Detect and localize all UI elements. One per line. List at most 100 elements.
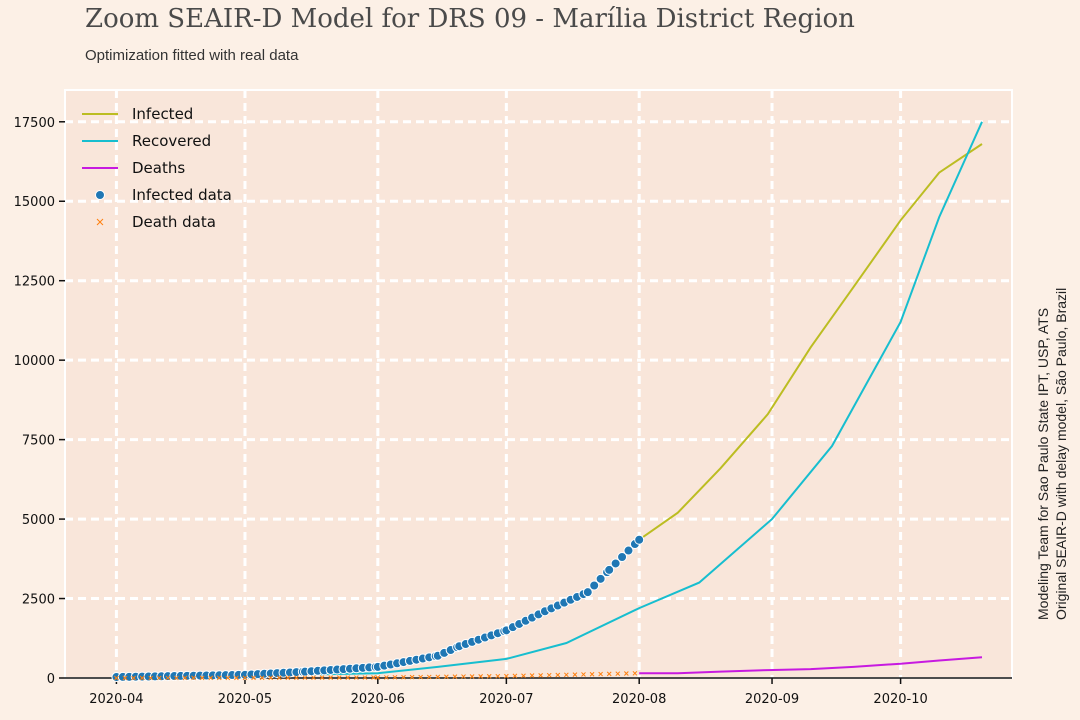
legend-label: Infected data	[132, 186, 232, 204]
death-data-point	[354, 675, 359, 680]
y-tick-label: 7500	[22, 434, 55, 449]
infected-data-point	[595, 573, 606, 584]
death-data-point	[529, 673, 535, 678]
death-data-point	[546, 672, 552, 678]
grid	[65, 90, 1012, 678]
death-data-point	[371, 675, 376, 680]
death-data-legend-marker	[96, 218, 104, 226]
legend-label: Recovered	[132, 132, 211, 150]
death-data-point	[242, 675, 248, 681]
death-data-point	[538, 673, 543, 678]
death-data-point	[435, 674, 441, 680]
death-data-point	[139, 675, 145, 681]
infected-data-point	[634, 534, 645, 545]
death-data-point	[623, 671, 629, 676]
death-data-point	[336, 675, 342, 680]
death-data-point	[208, 675, 214, 681]
infected-data-point	[623, 545, 634, 556]
death-data-point	[259, 675, 265, 681]
death-data-point	[268, 675, 274, 681]
legend-label: Death data	[132, 213, 216, 231]
death-data-point	[632, 670, 638, 676]
death-data-point	[216, 675, 222, 681]
infected-line	[638, 143, 983, 541]
death-data-point	[302, 675, 308, 681]
death-data-point	[418, 674, 424, 680]
x-tick-label: 2020-08	[612, 692, 666, 707]
death-data-point	[114, 675, 119, 681]
death-data-point	[572, 672, 578, 677]
death-data-point	[345, 675, 351, 680]
x-tick-label: 2020-07	[479, 692, 533, 707]
death-data-point	[452, 674, 458, 680]
x-tick-label: 2020-09	[745, 692, 799, 707]
death-data-point	[392, 674, 398, 680]
death-data-point	[409, 674, 415, 680]
death-data-point	[122, 675, 128, 681]
death-data-point	[521, 673, 526, 679]
legend: Infected Recovered Deaths Infected data Deat…	[82, 105, 232, 231]
death-data-point	[581, 672, 586, 677]
death-data-point	[234, 675, 239, 681]
chart-subtitle: Optimization fitted with real data	[85, 47, 299, 64]
death-data-point	[555, 672, 561, 678]
death-data-point	[182, 675, 188, 681]
death-data-point	[225, 675, 231, 681]
recovered-line	[116, 121, 983, 679]
death-data-point	[165, 675, 171, 681]
death-data-point	[199, 675, 205, 681]
death-data-point	[512, 673, 518, 679]
infected-data-point	[604, 564, 615, 575]
axes: 0 2500 5000 7500 10000 12500 15000 17500 2020-04…	[14, 116, 1012, 707]
series	[111, 121, 983, 683]
infected-data-point	[617, 551, 628, 562]
x-tick-label: 2020-05	[218, 692, 272, 707]
death-data-point	[174, 675, 179, 681]
y-tick-label: 2500	[22, 593, 55, 608]
death-data-point	[148, 675, 154, 681]
death-data-point	[461, 674, 466, 679]
death-data-point	[276, 675, 282, 681]
death-data-point	[606, 671, 612, 677]
death-data-point	[504, 673, 509, 679]
death-data-point	[495, 673, 501, 679]
death-data-point	[311, 675, 316, 681]
death-data-point	[563, 672, 569, 678]
infected-data-point	[589, 580, 600, 591]
death-data-point	[469, 674, 475, 679]
y-tick-label: 12500	[14, 275, 55, 290]
death-data-point	[156, 675, 162, 681]
death-data-point	[598, 671, 603, 677]
death-data-point	[328, 675, 334, 680]
death-data-point	[294, 675, 299, 681]
death-data-point	[444, 674, 449, 680]
x-tick-label: 2020-10	[873, 692, 927, 707]
x-tick-label: 2020-06	[351, 692, 405, 707]
death-data-point	[478, 674, 484, 679]
death-data-point	[589, 671, 595, 677]
death-data-point	[375, 675, 381, 680]
plot-area	[64, 89, 1013, 679]
infected-data-point	[582, 587, 593, 598]
death-data-point	[191, 675, 196, 681]
y-tick-label: 15000	[14, 195, 55, 210]
y-tick-label: 5000	[22, 513, 55, 528]
death-data-point	[615, 671, 621, 677]
death-data-point	[319, 675, 325, 681]
legend-label: Infected	[132, 105, 193, 123]
death-data-point	[401, 674, 406, 680]
y-tick-label: 0	[47, 672, 55, 687]
deaths-line	[639, 656, 983, 675]
death-data-point	[285, 675, 291, 681]
death-data-point	[251, 675, 256, 681]
chart-title: Zoom SEAIR-D Model for DRS 09 - Marília …	[85, 4, 855, 34]
infected-data-point	[610, 558, 621, 569]
legend-label: Deaths	[132, 159, 185, 177]
death-data-point	[486, 673, 492, 679]
death-data-point	[131, 675, 136, 681]
y-tick-label: 10000	[14, 354, 55, 369]
death-data-point	[426, 674, 432, 680]
x-tick-label: 2020-04	[89, 692, 143, 707]
death-data-point	[384, 675, 389, 680]
